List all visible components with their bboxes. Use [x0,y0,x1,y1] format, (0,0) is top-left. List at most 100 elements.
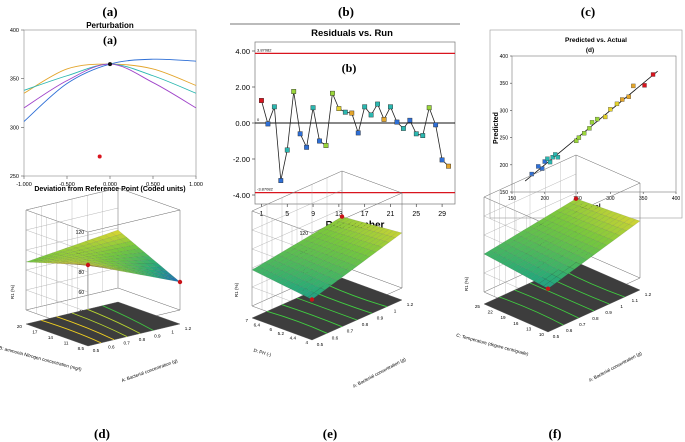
chart-d-xtick-label: 0.6 [108,344,115,349]
chart-b-residual-point [330,90,335,96]
chart-b-xtick-label: 17 [361,211,369,218]
chart-b-residuals: Residuals vs. Run (b) Run number -4.00-2… [230,23,460,231]
chart-b-residual-point [433,122,439,128]
chart-b-residual-point [394,119,400,125]
chart-b-residual-point [310,105,316,111]
chart-b-ytick-label: 0.00 [235,119,250,128]
chart-e-y-axis-title: D: PH (-) [253,348,272,358]
chart-d-y-axis-title: B: ammonia Nitrogen concentration (mg/l) [0,345,83,372]
chart-f-xtick-label: 1 [620,304,623,309]
chart-c-point [650,72,656,77]
chart-e-ytick-label: 4 [305,340,308,345]
chart-f-xtick-label: 0.6 [566,328,573,333]
chart-d-surface-cell [120,237,132,243]
chart-c-point [631,83,636,89]
chart-d-design-point [177,279,183,285]
chart-b-residual-point [271,104,277,110]
chart-e-ytick-label: 7 [245,318,248,323]
chart-c-predicted-vs-actual: Predicted vs. Actual (d) Actual Predicte… [489,29,683,219]
chart-a-xtick-label: 1.000 [189,182,203,188]
chart-b-residual-point [388,104,393,110]
chart-c-point [536,164,541,169]
chart-e-ytick-label: 4.4 [290,336,297,341]
chart-a-inner-label: (a) [103,33,117,47]
chart-d-ytick-label: 14 [48,335,54,340]
chart-b-residual-point [413,131,419,137]
chart-d-box-edge [87,209,181,233]
chart-f-design-point [573,196,579,201]
chart-b-residual-point [407,117,413,123]
chart-d-xtick-label: 0.7 [123,341,130,346]
chart-c-inner-label: (d) [586,47,594,54]
panel-letter-f: (f) [549,426,562,441]
chart-f-ytick-label: 22 [488,310,494,315]
chart-f-xtick-label: 0.9 [605,310,612,315]
chart-d-design-point [85,262,91,268]
chart-b-xtick-label: 9 [311,211,315,218]
chart-f-xtick-label: 0.7 [579,322,586,327]
chart-a-xtick-label: 0.000 [103,182,117,188]
panel-letter-d: (d) [94,426,110,441]
chart-b-residual-point [297,131,303,137]
chart-e-xtick-label: 1.2 [407,302,414,307]
chart-e-x-axis-title: A: Bacterial concentration (g) [352,356,407,388]
chart-f-contour [529,282,595,312]
panel-letter-b: (b) [338,4,354,19]
chart-c-ytick-label: 250 [500,136,509,142]
chart-f-xtick-label: 0.8 [592,316,599,321]
chart-f-ytick-label: 25 [475,304,481,309]
chart-b-residual-point [317,138,322,144]
chart-e-design-point [339,214,345,219]
chart-b-residual-point [426,105,432,111]
chart-b-xtick-label: 29 [438,211,446,218]
chart-c-xtick-label: 350 [639,196,648,202]
chart-b-residual-point [265,121,271,127]
chart-d-contour [102,305,154,331]
chart-f-xtick-label: 1.1 [632,298,639,303]
chart-c-plot-frame [511,55,677,193]
chart-e-surface-cell [391,231,403,238]
chart-e-ztick-label: 120 [300,231,309,237]
chart-c-xtick-label: 150 [508,196,517,202]
chart-d-surface-cell [146,259,159,264]
chart-d-ztick-label: 60 [78,290,84,296]
chart-c-point [587,126,592,131]
chart-f-xtick-label: 0.5 [553,334,560,339]
chart-a-xtick-label: -1.000 [16,182,32,188]
chart-d-contour [87,308,141,334]
chart-c-point [642,83,647,88]
chart-f-surface-cell [578,201,591,208]
chart-d-ytick-label: 20 [17,324,23,329]
chart-c-ytick-label: 200 [500,163,509,169]
chart-f-surface-cell [587,204,600,212]
chart-a-ytick-label: 400 [10,28,19,34]
chart-a-xtick-label: 0.500 [146,182,160,188]
chart-c-point [614,101,620,107]
chart-a-ytick-label: 350 [10,77,19,83]
chart-b-upper-limit-label: 3.87082 [257,47,272,52]
chart-f-y-axis-title: C: Temperature (degree centrigrade) [456,332,530,356]
chart-c-point [582,131,587,136]
chart-d-ytick-label: 17 [32,330,38,335]
chart-b-residual-point [381,116,387,122]
chart-d-x-axis-title: A: Bacterial concentration (g) [121,358,179,383]
chart-a-ytick-label: 300 [10,125,19,131]
chart-f-surface-cell [614,214,627,222]
chart-c-ytick-label: 400 [500,54,509,60]
chart-d-ytick-label: 11 [64,341,69,346]
panel-letter-e: (e) [323,426,337,441]
chart-f-surface-cell [610,212,622,220]
chart-e-contour [326,284,388,308]
chart-b-ytick-label: -4.00 [233,191,250,200]
chart-c-frame [489,29,683,219]
chart-d-contour [56,316,115,341]
chart-b-residual-point [439,157,445,163]
chart-d-box-edge [117,287,181,311]
chart-b-xtick-label: 21 [387,211,395,218]
chart-c-ytick-label: 300 [500,108,509,114]
chart-c-point [603,114,608,120]
chart-b-residual-point [349,110,355,116]
chart-d-ztick-label: 80 [78,270,84,276]
chart-a-reference-point [108,62,112,67]
chart-c-point [576,135,582,140]
